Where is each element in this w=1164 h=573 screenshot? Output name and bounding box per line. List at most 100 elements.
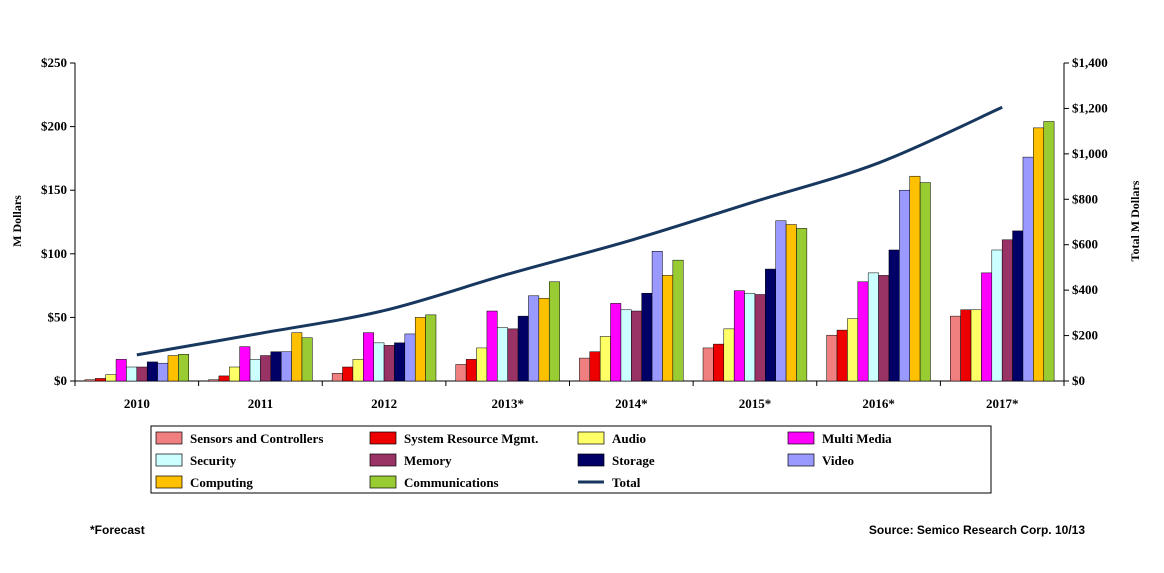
bar [991, 249, 1003, 382]
bar [352, 359, 364, 382]
bar [981, 272, 993, 382]
legend-label: Video [822, 453, 854, 468]
legend-label: Storage [612, 453, 655, 468]
legend-label: System Resource Mgmt. [404, 431, 538, 446]
bar [909, 175, 921, 382]
bar [1033, 127, 1044, 382]
bar [548, 281, 560, 382]
y-left-tick-label: $50 [48, 309, 68, 324]
legend-label: Sensors and Controllers [190, 431, 323, 446]
bar [270, 351, 282, 382]
x-tick-labels: 2010 2011 2012 2013* 2014* 2015* 2016* 2017* [124, 396, 1019, 411]
bar [404, 333, 416, 382]
x-tick-label: 2015* [739, 396, 772, 411]
y-right-tick-label: $400 [1072, 282, 1098, 297]
bar [239, 346, 251, 382]
legend-label: Audio [612, 431, 646, 446]
bar [950, 315, 961, 382]
x-tick-label: 2013* [491, 396, 524, 411]
y-left-tick-label: $250 [41, 55, 67, 70]
bar [301, 337, 313, 382]
y-left-tick-label: $150 [41, 182, 67, 197]
bar [455, 364, 467, 382]
bar [1001, 239, 1013, 382]
bar [115, 359, 127, 382]
x-tick-label: 2010 [124, 396, 150, 411]
bar [651, 251, 663, 382]
legend-swatch [787, 453, 815, 467]
bar [249, 359, 261, 382]
y-right-tick-label: $1,000 [1072, 146, 1108, 161]
bar [631, 310, 642, 382]
legend-label: Total [612, 475, 641, 490]
bar [610, 303, 622, 382]
bar [363, 332, 374, 382]
bar [836, 329, 848, 382]
bar [538, 298, 550, 382]
bar [528, 295, 540, 382]
bar [414, 317, 426, 382]
bar [476, 347, 488, 382]
bar [105, 374, 117, 382]
legend: Sensors and Controllers System Resource M… [150, 425, 992, 494]
bar [157, 362, 169, 382]
bars [84, 121, 1055, 382]
bar [373, 342, 385, 382]
bar [178, 354, 189, 382]
x-tick-label: 2012 [371, 396, 397, 411]
legend-swatch [577, 431, 605, 445]
legend-swatch [369, 475, 397, 489]
legend-swatch [787, 431, 815, 445]
bar [136, 366, 148, 382]
legend-label: Communications [404, 475, 499, 490]
bar [579, 357, 591, 382]
bar [785, 224, 797, 382]
y-right-tick-label: $200 [1072, 328, 1098, 343]
bar [84, 379, 96, 382]
bar [486, 310, 498, 382]
bar [1012, 230, 1024, 382]
bar [342, 366, 354, 382]
legend-label: Memory [404, 453, 452, 468]
bar [754, 294, 766, 382]
bar [744, 292, 756, 382]
legend-swatch [369, 453, 397, 467]
legend-swatch [577, 453, 605, 467]
bar [857, 281, 869, 382]
y-left-tick-label: $100 [41, 246, 67, 261]
bar [826, 334, 838, 382]
y-left-tick-label: $0 [54, 373, 67, 388]
bar [146, 361, 158, 382]
bar [218, 375, 230, 382]
bar [878, 275, 890, 382]
y-right-tick-labels: $0 $200 $400 $600 $800 $1,000 $1,200 $1,400 [1072, 55, 1108, 388]
bar [1022, 156, 1034, 382]
bar [775, 220, 787, 382]
y-right-tick-label: $800 [1072, 191, 1098, 206]
legend-label: Multi Media [822, 431, 892, 446]
bar [208, 379, 220, 382]
bar [497, 327, 508, 382]
bar [713, 343, 725, 382]
y-right-tick-label: $600 [1072, 237, 1098, 252]
legend-label: Security [190, 453, 237, 468]
bar [465, 359, 477, 382]
legend-swatch [155, 453, 183, 467]
bar [126, 366, 138, 382]
legend-box [150, 425, 992, 494]
bar [899, 189, 910, 382]
bar [702, 347, 714, 382]
legend-label: Computing [190, 475, 253, 490]
legend-swatch [155, 475, 183, 489]
y-right-axis-title: Total M Dollars [1128, 180, 1142, 261]
y-right-tick-label: $1,400 [1072, 55, 1108, 70]
y-left-tick-label: $200 [41, 119, 67, 134]
bar [229, 366, 240, 382]
bar [517, 315, 529, 382]
bar [167, 355, 179, 382]
bar [723, 328, 735, 382]
bar [1043, 121, 1055, 382]
bar [765, 268, 776, 382]
bar [919, 182, 931, 382]
